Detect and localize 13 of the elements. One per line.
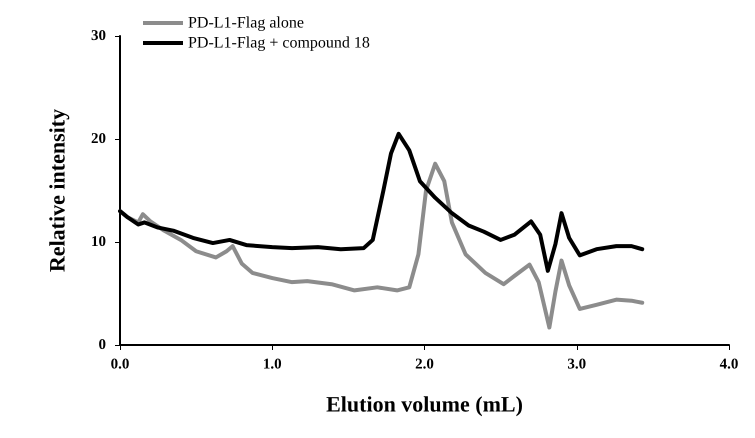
- x-tick-label: 0.0: [110, 356, 130, 372]
- legend-label: PD-L1-Flag + compound 18: [188, 34, 370, 52]
- y-axis-title: Relative intensity: [44, 108, 70, 272]
- legend-label: PD-L1-Flag alone: [188, 14, 304, 32]
- x-tick-label: 4.0: [720, 356, 738, 372]
- y-tick-label: 30: [91, 28, 106, 44]
- x-tick-label: 3.0: [567, 356, 586, 372]
- x-tick-label: 1.0: [262, 356, 282, 372]
- x-tick-label: 2.0: [415, 356, 434, 372]
- y-tick-label: 10: [91, 234, 106, 250]
- y-tick-label: 20: [91, 131, 106, 147]
- y-tick-label: 0: [98, 337, 106, 353]
- x-axis-title: Elution volume (mL): [326, 392, 523, 416]
